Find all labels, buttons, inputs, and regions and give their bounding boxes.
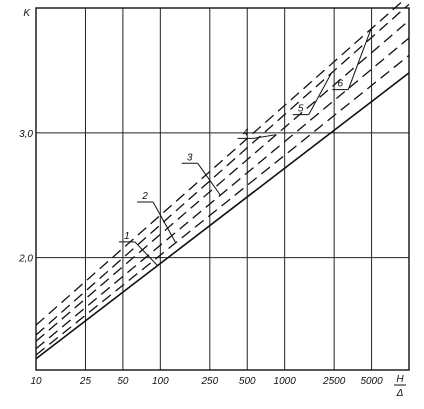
series-label-1: 1 <box>124 231 130 242</box>
series-label-leader-3 <box>197 162 221 196</box>
series-label-leader-4 <box>253 134 277 139</box>
series-label-leaders: 1 2 3 4 5 6 <box>118 28 372 266</box>
series-label-leader-6 <box>347 28 372 90</box>
x-axis-label-numerator: H <box>396 374 404 385</box>
series-label-6: 6 <box>337 79 343 90</box>
x-tick-label-1000: 1000 <box>274 376 297 387</box>
series-line-6 <box>35 0 405 326</box>
series-label-leader-1 <box>134 241 158 266</box>
axis-titles: K HΔ <box>23 8 406 399</box>
grid <box>36 8 409 370</box>
series-lines <box>35 0 410 360</box>
x-tick-label-500: 500 <box>239 376 256 387</box>
y-tick-label-3,0: 3,0 <box>19 129 33 140</box>
tick-labels: 10 25 50 100 250 500 1000 2500 5000 2,0 3,0 <box>18 129 383 387</box>
series-label-leader-2 <box>152 201 177 244</box>
x-tick-label-50: 50 <box>117 376 129 387</box>
axes <box>35 7 410 371</box>
x-axis-label-denominator: Δ <box>396 388 404 399</box>
series-line-1 <box>35 72 410 360</box>
y-tick-label-2,0: 2,0 <box>18 254 33 265</box>
series-label-leader-5 <box>308 72 332 115</box>
x-tick-label-100: 100 <box>152 376 169 387</box>
series-line-5 <box>35 3 410 336</box>
x-tick-label-10: 10 <box>30 376 42 387</box>
y-axis-label: K <box>23 8 31 19</box>
plot-frame <box>35 7 410 371</box>
series-line-3 <box>35 37 410 350</box>
series-line-4 <box>35 20 410 342</box>
series-line-2 <box>35 54 410 356</box>
x-tick-label-2500: 2500 <box>322 376 346 387</box>
x-tick-label-25: 25 <box>79 376 92 387</box>
x-tick-label-5000: 5000 <box>360 376 383 387</box>
x-tick-label-250: 250 <box>200 376 218 387</box>
series-label-5: 5 <box>298 104 304 115</box>
series-label-4: 4 <box>243 127 249 138</box>
series-label-2: 2 <box>141 191 148 202</box>
series-label-3: 3 <box>187 152 193 163</box>
